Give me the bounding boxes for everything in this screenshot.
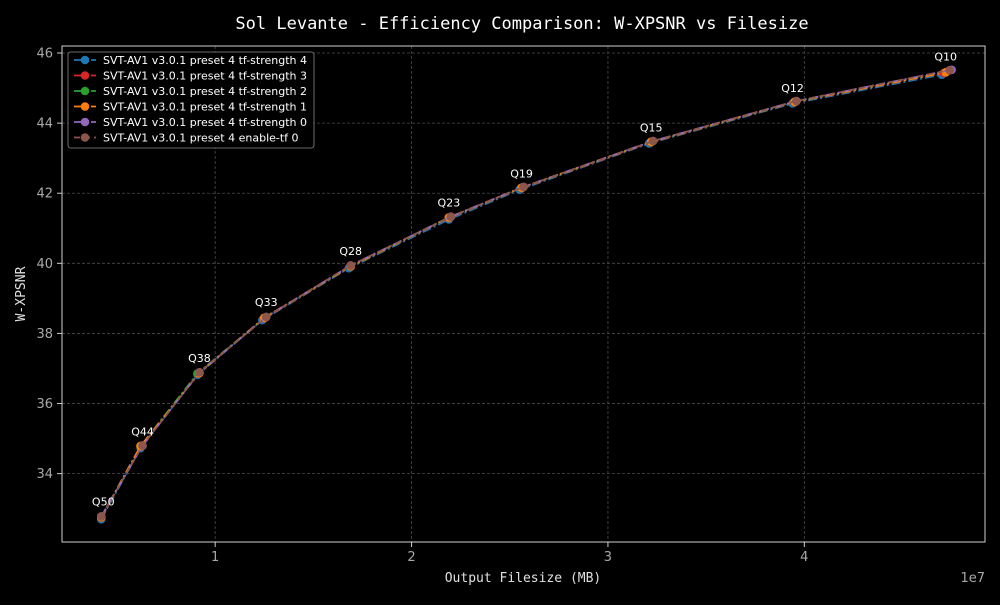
x-offset-label: 1e7 (960, 571, 985, 586)
data-point (346, 261, 355, 270)
legend-entry: SVT-AV1 v3.0.1 preset 4 enable-tf 0 (74, 132, 299, 145)
legend-entry: SVT-AV1 v3.0.1 preset 4 tf-strength 0 (74, 116, 307, 129)
legend-label: SVT-AV1 v3.0.1 preset 4 tf-strength 3 (103, 70, 307, 83)
point-annotation: Q50 (92, 496, 115, 509)
annotation-layer: Q50 Q44 Q38 Q33 Q28 Q23 Q19 Q15 Q12 Q10 (92, 51, 957, 509)
legend-entry: SVT-AV1 v3.0.1 preset 4 tf-strength 2 (74, 85, 307, 98)
y-axis-label: W-XPSNR (14, 266, 29, 321)
legend-box (67, 51, 315, 149)
y-tick-label: 34 (36, 467, 53, 482)
legend: SVT-AV1 v3.0.1 preset 4 tf-strength 4 SVT… (67, 51, 315, 149)
legend-entry: SVT-AV1 v3.0.1 preset 4 tf-strength 3 (74, 70, 307, 83)
point-annotation: Q28 (339, 245, 362, 258)
point-annotation: Q33 (255, 296, 278, 309)
legend-label: SVT-AV1 v3.0.1 preset 4 tf-strength 4 (103, 54, 307, 67)
data-point (945, 65, 954, 75)
y-tick-label: 46 (36, 47, 53, 62)
x-axis-label: Output Filesize (MB) (445, 571, 602, 586)
point-annotation: Q15 (640, 121, 663, 134)
y-tick-label: 38 (36, 327, 53, 342)
point-annotation: Q10 (934, 51, 957, 64)
x-tick-label: 2 (407, 550, 415, 565)
legend-label: SVT-AV1 v3.0.1 preset 4 tf-strength 2 (103, 85, 307, 98)
series-layer (96, 65, 956, 524)
series-line (100, 69, 950, 517)
series-line (100, 68, 952, 517)
legend-swatch-marker (80, 86, 90, 96)
legend-swatch-marker (80, 55, 90, 65)
point-annotation: Q19 (510, 167, 533, 180)
legend-entry: SVT-AV1 v3.0.1 preset 4 tf-strength 1 (74, 101, 307, 114)
y-tick-label: 44 (36, 117, 53, 132)
x-tick-label: 1 (211, 550, 219, 565)
data-point (195, 368, 204, 377)
y-tick-label: 40 (36, 257, 53, 272)
chart-title: Sol Levante - Efficiency Comparison: W-X… (235, 14, 808, 34)
data-point (648, 136, 658, 146)
point-annotation: Q44 (131, 426, 154, 439)
data-point (96, 512, 106, 521)
legend-label: SVT-AV1 v3.0.1 preset 4 enable-tf 0 (103, 132, 299, 145)
legend-swatch-marker (80, 102, 90, 111)
data-point (792, 96, 801, 106)
data-point (446, 212, 456, 222)
point-annotation: Q38 (188, 352, 211, 365)
x-tick-label: 3 (604, 550, 612, 565)
data-point (138, 441, 147, 450)
legend-entry: SVT-AV1 v3.0.1 preset 4 tf-strength 4 (74, 54, 307, 67)
legend-label: SVT-AV1 v3.0.1 preset 4 tf-strength 1 (103, 101, 307, 114)
legend-label: SVT-AV1 v3.0.1 preset 4 tf-strength 0 (103, 116, 307, 129)
point-annotation: Q12 (781, 82, 804, 95)
point-annotation: Q23 (438, 197, 461, 210)
y-tick-label: 36 (36, 397, 53, 412)
y-tick-label: 42 (36, 187, 53, 202)
legend-swatch-marker (80, 117, 90, 127)
series-5 (96, 65, 954, 521)
legend-swatch-marker (80, 133, 90, 142)
data-point (519, 182, 528, 192)
data-point (261, 312, 271, 322)
plot-frame (61, 45, 986, 543)
legend-swatch-marker (80, 71, 90, 80)
x-tick-label: 4 (800, 550, 808, 565)
